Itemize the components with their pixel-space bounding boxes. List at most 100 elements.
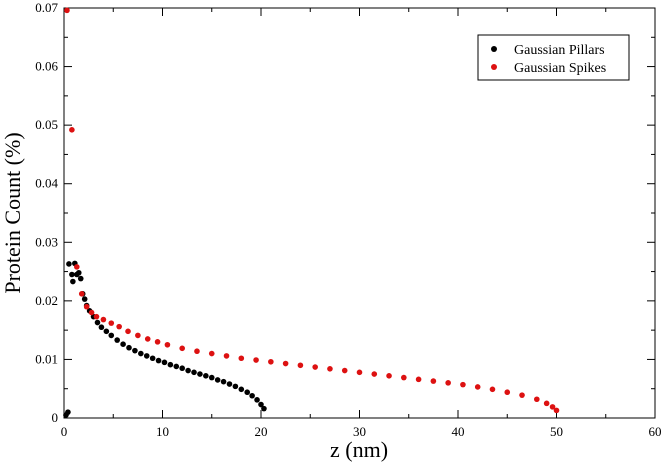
legend: Gaussian Pillars Gaussian Spikes [477, 34, 630, 81]
y-tick-label: 0.01 [35, 351, 58, 366]
point-gaussian-pillars [191, 369, 197, 376]
point-gaussian-pillars [220, 378, 227, 385]
point-gaussian-pillars [103, 328, 110, 335]
x-tick-label: 30 [353, 424, 366, 439]
point-gaussian-spikes [504, 389, 511, 396]
point-gaussian-spikes [125, 328, 131, 335]
point-gaussian-spikes [415, 376, 422, 383]
point-gaussian-spikes [386, 373, 392, 379]
point-gaussian-spikes [108, 320, 115, 326]
point-gaussian-pillars [161, 359, 168, 366]
point-gaussian-pillars [185, 367, 191, 374]
point-gaussian-pillars [143, 353, 150, 359]
point-gaussian-pillars [244, 389, 251, 396]
point-gaussian-pillars [203, 373, 209, 379]
point-gaussian-spikes [93, 313, 100, 320]
point-gaussian-spikes [282, 360, 289, 367]
point-gaussian-spikes [312, 364, 318, 370]
point-gaussian-pillars [98, 324, 105, 331]
x-tick-label: 20 [255, 424, 268, 439]
x-axis-title: z (nm) [330, 437, 388, 462]
legend-box [477, 34, 630, 81]
point-gaussian-pillars [65, 409, 71, 415]
point-gaussian-spikes [549, 404, 556, 410]
y-tick-label: 0 [52, 410, 59, 425]
point-gaussian-spikes [474, 384, 481, 390]
point-gaussian-pillars [120, 341, 126, 348]
point-gaussian-spikes [534, 396, 540, 403]
point-gaussian-pillars [258, 401, 264, 408]
y-axis-title: Protein Count (%) [0, 132, 25, 293]
point-gaussian-spikes [69, 127, 75, 133]
y-tick-label: 0.05 [35, 117, 58, 132]
point-gaussian-spikes [144, 336, 151, 342]
point-gaussian-spikes [135, 332, 141, 339]
point-gaussian-pillars [167, 361, 174, 368]
y-axis-ticks: 0 0.01 0.02 0.03 0.04 0.05 0.06 0.07 [35, 0, 655, 425]
point-gaussian-spikes [401, 374, 407, 381]
point-gaussian-spikes [164, 341, 171, 348]
point-gaussian-pillars [261, 405, 267, 412]
x-tick-label: 60 [649, 424, 662, 439]
x-axis-ticks: 0 10 20 30 40 50 60 [61, 8, 662, 439]
x-tick-label: 40 [452, 424, 465, 439]
point-gaussian-spikes [194, 348, 200, 355]
point-gaussian-spikes [341, 367, 348, 374]
point-gaussian-spikes [371, 371, 378, 377]
point-gaussian-pillars [75, 269, 82, 276]
point-gaussian-spikes [519, 392, 525, 398]
point-gaussian-pillars [66, 261, 72, 267]
point-gaussian-spikes [327, 366, 333, 372]
point-gaussian-pillars [94, 319, 101, 326]
point-gaussian-spikes [83, 303, 90, 310]
point-gaussian-pillars [114, 337, 120, 343]
point-gaussian-pillars [70, 278, 76, 285]
point-gaussian-spikes [543, 400, 550, 407]
point-gaussian-pillars [108, 332, 115, 339]
point-gaussian-pillars [69, 271, 75, 278]
point-gaussian-spikes [445, 380, 451, 386]
point-gaussian-pillars [197, 371, 203, 377]
point-gaussian-spikes [64, 7, 70, 14]
point-gaussian-spikes [253, 357, 259, 363]
point-gaussian-spikes [88, 309, 95, 316]
point-gaussian-spikes [489, 386, 496, 393]
point-gaussian-spikes [74, 264, 80, 270]
point-gaussian-spikes [78, 291, 85, 297]
point-gaussian-pillars [173, 363, 180, 370]
point-gaussian-spikes [238, 355, 245, 362]
point-gaussian-spikes [154, 339, 161, 345]
legend-marker-gaussian-spikes [491, 64, 497, 70]
legend-marker-gaussian-pillars [491, 46, 497, 52]
point-gaussian-pillars [81, 296, 88, 302]
point-gaussian-pillars [232, 383, 239, 390]
x-tick-label: 0 [61, 424, 68, 439]
y-tick-label: 0.06 [35, 59, 58, 74]
point-gaussian-spikes [268, 358, 274, 365]
legend-label-gaussian-pillars: Gaussian Pillars [514, 43, 605, 58]
point-gaussian-spikes [460, 381, 466, 388]
point-gaussian-spikes [100, 316, 107, 323]
point-gaussian-pillars [179, 365, 185, 372]
point-gaussian-spikes [116, 323, 122, 330]
legend-label-gaussian-spikes: Gaussian Spikes [514, 61, 606, 76]
point-gaussian-spikes [356, 369, 363, 376]
point-gaussian-pillars [149, 355, 156, 362]
y-tick-label: 0.07 [35, 0, 58, 15]
data-points [63, 7, 560, 418]
point-gaussian-pillars [238, 386, 245, 393]
point-gaussian-spikes [179, 345, 185, 352]
point-gaussian-spikes [297, 362, 304, 369]
point-gaussian-pillars [208, 374, 215, 381]
point-gaussian-spikes [430, 378, 437, 384]
point-gaussian-pillars [132, 347, 138, 354]
point-gaussian-spikes [208, 350, 215, 357]
point-gaussian-pillars [155, 357, 162, 364]
y-tick-label: 0.02 [35, 293, 58, 308]
y-tick-label: 0.04 [35, 176, 58, 191]
point-gaussian-pillars [138, 350, 144, 357]
point-gaussian-pillars [226, 381, 233, 387]
x-tick-label: 50 [550, 424, 563, 439]
point-gaussian-pillars [126, 344, 132, 351]
point-gaussian-pillars [214, 377, 221, 383]
